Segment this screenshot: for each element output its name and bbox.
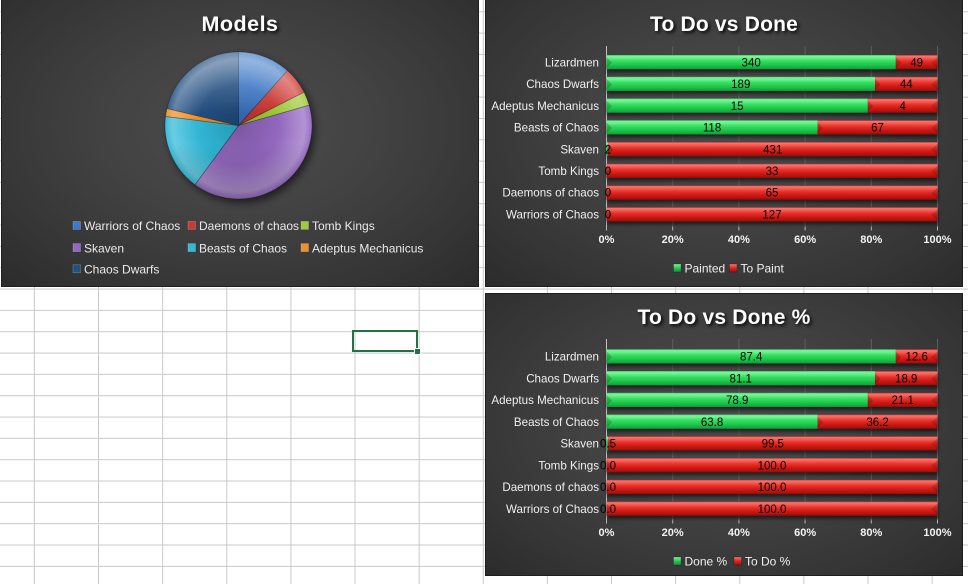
- svg-text:21.1: 21.1: [891, 395, 913, 407]
- svg-text:80%: 80%: [860, 234, 882, 246]
- svg-text:2: 2: [605, 144, 611, 156]
- svg-text:63.8: 63.8: [701, 417, 723, 429]
- svg-text:100%: 100%: [923, 527, 951, 539]
- svg-text:100%: 100%: [923, 234, 951, 246]
- svg-text:340: 340: [742, 57, 761, 69]
- svg-text:Chaos Dwarfs: Chaos Dwarfs: [84, 263, 159, 277]
- svg-text:Tomb Kings: Tomb Kings: [312, 219, 375, 233]
- svg-text:4: 4: [899, 101, 906, 113]
- svg-text:Warriors of Chaos: Warriors of Chaos: [506, 208, 599, 221]
- svg-text:Chaos Dwarfs: Chaos Dwarfs: [526, 78, 599, 91]
- svg-text:0.0: 0.0: [600, 504, 616, 516]
- svg-text:0.0: 0.0: [600, 482, 616, 494]
- svg-text:0.0: 0.0: [600, 460, 616, 472]
- svg-text:Lizardmen: Lizardmen: [545, 56, 599, 69]
- svg-text:431: 431: [763, 144, 782, 156]
- svg-text:100.0: 100.0: [758, 460, 787, 472]
- svg-text:Daemons of chaos: Daemons of chaos: [502, 187, 599, 200]
- svg-text:15: 15: [731, 101, 744, 113]
- svg-text:80%: 80%: [860, 527, 882, 539]
- svg-text:Done %: Done %: [685, 555, 728, 569]
- svg-text:189: 189: [731, 79, 750, 91]
- svg-text:Chaos Dwarfs: Chaos Dwarfs: [526, 372, 599, 385]
- svg-text:87.4: 87.4: [740, 352, 763, 364]
- svg-text:To Do %: To Do %: [745, 555, 791, 569]
- svg-text:0%: 0%: [599, 234, 615, 246]
- svg-text:127: 127: [762, 209, 781, 221]
- svg-text:Tomb Kings: Tomb Kings: [538, 165, 599, 178]
- svg-text:Warriors of Chaos: Warriors of Chaos: [84, 219, 180, 233]
- svg-text:Adeptus Mechanicus: Adeptus Mechanicus: [491, 100, 599, 113]
- svg-text:Daemons of chaos: Daemons of chaos: [502, 481, 599, 494]
- svg-text:Daemons of chaos: Daemons of chaos: [199, 219, 299, 233]
- svg-text:67: 67: [871, 123, 884, 135]
- svg-text:To Do vs Done: To Do vs Done: [650, 13, 798, 36]
- svg-text:36.2: 36.2: [866, 417, 888, 429]
- svg-text:65: 65: [766, 188, 779, 200]
- svg-text:40%: 40%: [728, 527, 750, 539]
- svg-text:Adeptus Mechanicus: Adeptus Mechanicus: [312, 241, 423, 255]
- svg-text:33: 33: [766, 166, 779, 178]
- svg-text:18.9: 18.9: [895, 373, 917, 385]
- svg-text:0.5: 0.5: [600, 439, 616, 451]
- svg-text:60%: 60%: [794, 234, 816, 246]
- svg-text:Tomb Kings: Tomb Kings: [538, 459, 599, 472]
- svg-text:Models: Models: [201, 12, 278, 36]
- svg-text:100.0: 100.0: [758, 504, 787, 516]
- svg-text:0: 0: [605, 209, 611, 221]
- svg-text:To Do vs Done %: To Do vs Done %: [638, 306, 811, 329]
- svg-text:60%: 60%: [794, 527, 816, 539]
- svg-text:100.0: 100.0: [758, 482, 787, 494]
- svg-text:Warriors of Chaos: Warriors of Chaos: [506, 503, 599, 516]
- svg-text:44: 44: [900, 79, 913, 91]
- svg-text:12.6: 12.6: [905, 352, 927, 364]
- svg-text:49: 49: [910, 57, 923, 69]
- svg-text:0%: 0%: [599, 527, 615, 539]
- svg-text:Painted: Painted: [685, 262, 726, 276]
- svg-text:Skaven: Skaven: [560, 438, 599, 451]
- svg-text:0: 0: [605, 188, 611, 200]
- svg-text:Skaven: Skaven: [560, 143, 599, 156]
- svg-text:40%: 40%: [728, 234, 750, 246]
- svg-text:0: 0: [605, 166, 611, 178]
- svg-text:20%: 20%: [662, 527, 684, 539]
- svg-text:20%: 20%: [662, 234, 684, 246]
- svg-text:Beasts of Chaos: Beasts of Chaos: [514, 122, 599, 135]
- svg-text:118: 118: [703, 123, 721, 135]
- svg-text:Lizardmen: Lizardmen: [545, 351, 599, 364]
- svg-text:99.5: 99.5: [762, 439, 784, 451]
- svg-text:78.9: 78.9: [726, 395, 748, 407]
- svg-text:81.1: 81.1: [730, 373, 752, 385]
- svg-text:Adeptus Mechanicus: Adeptus Mechanicus: [491, 394, 599, 407]
- svg-text:Beasts of Chaos: Beasts of Chaos: [514, 416, 599, 429]
- svg-text:To Paint: To Paint: [741, 262, 785, 276]
- svg-text:Beasts of Chaos: Beasts of Chaos: [199, 241, 287, 255]
- svg-text:Skaven: Skaven: [84, 241, 124, 255]
